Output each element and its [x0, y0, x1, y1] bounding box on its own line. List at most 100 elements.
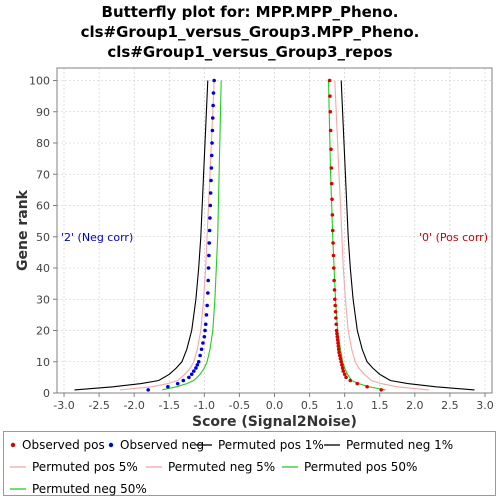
data-point — [334, 322, 339, 327]
chart-title-line-3: cls#Group1_versus_Group3_repos — [107, 43, 393, 61]
x-tick-label: 3.0 — [476, 399, 494, 412]
data-point — [207, 228, 212, 233]
series-line-5 — [120, 80, 215, 391]
data-point — [331, 253, 336, 258]
data-point — [331, 266, 336, 270]
legend-line-icon — [10, 488, 26, 490]
data-point — [209, 178, 213, 183]
x-tick-label: 1.5 — [371, 399, 389, 412]
y-tick-label: 30 — [36, 293, 50, 306]
legend-line-icon — [282, 466, 298, 468]
data-point — [333, 297, 337, 302]
series-line-3 — [74, 80, 209, 391]
legend-item: Observed neg — [106, 438, 204, 452]
x-tick-label: -1.0 — [194, 399, 215, 412]
data-point — [330, 228, 335, 233]
x-tick-label: -2.0 — [123, 399, 144, 412]
legend-label: Observed pos — [22, 438, 105, 452]
x-tick-label: 2.0 — [406, 399, 424, 412]
data-point — [379, 388, 383, 392]
y-tick-label: 10 — [36, 356, 50, 369]
legend-label: Permuted pos 5% — [32, 460, 138, 474]
data-point — [335, 338, 340, 342]
data-point — [205, 303, 209, 308]
legend-item: Permuted pos 1% — [194, 438, 324, 452]
y-tick-label: 40 — [36, 262, 50, 275]
data-point — [341, 369, 346, 373]
plot-area — [57, 68, 492, 393]
data-point — [196, 359, 201, 364]
y-tick-label: 70 — [36, 168, 50, 181]
data-point — [335, 331, 339, 336]
data-point — [211, 91, 216, 95]
data-point — [328, 128, 333, 133]
x-axis-label: Score (Signal2Noise) — [192, 414, 357, 430]
series-points-0 — [327, 78, 383, 392]
data-point — [175, 381, 180, 386]
legend-label: Observed neg — [120, 438, 205, 452]
series-line-7 — [162, 80, 222, 391]
data-point — [206, 278, 210, 283]
data-point — [331, 241, 335, 245]
data-point — [187, 375, 191, 380]
x-tick-label: -0.5 — [229, 399, 250, 412]
x-tick-label: -2.5 — [88, 399, 109, 412]
legend-dot — [108, 442, 114, 448]
legend-item: Permuted neg 50% — [8, 482, 147, 496]
data-point — [146, 388, 151, 392]
data-point — [335, 334, 340, 339]
data-point — [338, 356, 343, 361]
data-point — [212, 78, 216, 83]
legend-label: Permuted neg 5% — [168, 460, 276, 474]
data-point — [210, 128, 215, 133]
annotation-neg: '2' (Neg corr) — [61, 231, 133, 244]
series-line-2 — [340, 80, 475, 391]
legend-label: Permuted pos 1% — [218, 438, 324, 452]
y-tick-label: 90 — [36, 106, 50, 119]
data-point — [336, 347, 341, 352]
data-point — [195, 363, 200, 367]
legend-line-icon — [10, 466, 26, 468]
data-point — [207, 241, 212, 245]
legend-item: Permuted pos 50% — [280, 460, 417, 474]
data-point — [336, 341, 340, 345]
data-point — [210, 141, 214, 145]
y-tick-label: 100 — [29, 75, 50, 88]
data-point — [211, 103, 215, 108]
data-point — [333, 303, 337, 308]
data-point — [203, 328, 207, 333]
legend-item: Permuted pos 5% — [8, 460, 138, 474]
legend-item: Permuted neg 1% — [322, 438, 453, 452]
data-point — [337, 353, 342, 358]
data-point — [328, 109, 333, 114]
legend-line-icon — [146, 466, 162, 468]
y-tick-label: 80 — [36, 137, 50, 150]
data-point — [330, 213, 335, 217]
legend-line-icon — [196, 444, 212, 446]
data-point — [206, 291, 210, 295]
data-point — [334, 316, 338, 320]
data-point — [207, 253, 211, 258]
y-tick-label: 50 — [36, 231, 50, 244]
data-point — [192, 369, 196, 373]
x-tick-label: -1.5 — [159, 399, 180, 412]
data-point — [340, 363, 344, 367]
data-point — [329, 166, 334, 170]
data-point — [355, 381, 360, 386]
data-point — [365, 384, 369, 389]
plot-frame — [56, 67, 493, 394]
data-point — [336, 344, 341, 348]
y-tick-label: 60 — [36, 200, 50, 213]
data-point — [329, 181, 334, 186]
data-point — [208, 216, 212, 220]
data-point — [194, 366, 198, 370]
data-point — [199, 347, 204, 352]
data-point — [328, 94, 332, 98]
series-line-4 — [334, 80, 429, 391]
x-tick-label: 1.0 — [336, 399, 354, 412]
legend-dot — [10, 442, 16, 448]
data-point — [209, 166, 214, 170]
data-point — [206, 266, 211, 270]
data-point — [329, 147, 333, 152]
legend-label: Permuted neg 50% — [32, 482, 147, 496]
